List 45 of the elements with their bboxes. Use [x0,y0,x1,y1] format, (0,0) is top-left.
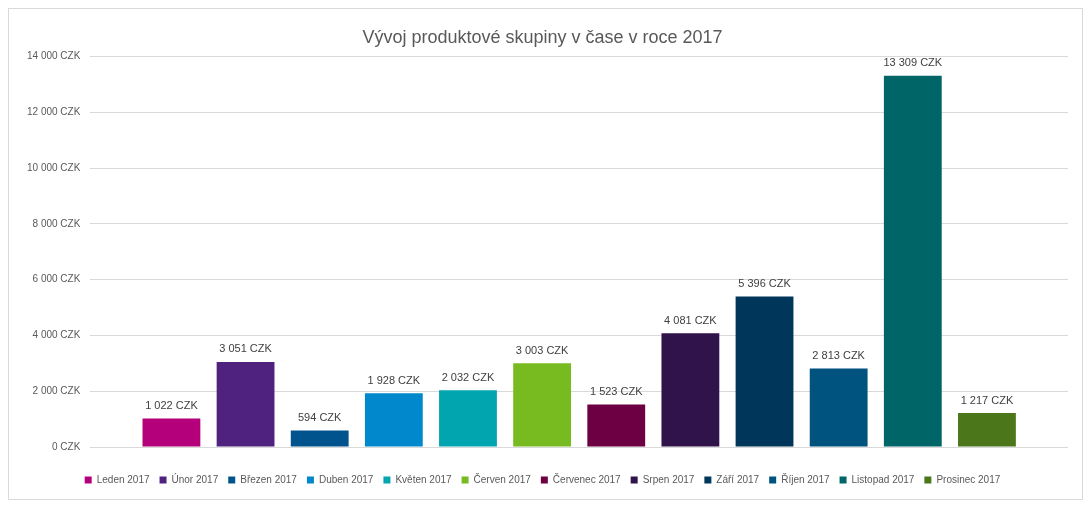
bar [883,75,942,447]
data-label: 1 928 CZK [367,373,421,386]
bar [735,296,794,447]
y-tick-label: 2 000 CZK [32,384,81,396]
bar [216,361,275,447]
data-label: 2 813 CZK [812,349,866,362]
bar [364,393,423,447]
y-tick-label: 0 CZK [52,440,81,452]
data-label: 13 309 CZK [883,56,943,69]
bar [290,430,349,447]
legend-label: Listopad 2017 [851,473,915,485]
data-label: 3 003 CZK [515,343,570,356]
chart-title: Vývoj produktové skupiny v čase v roce 2017 [362,26,723,47]
y-tick-label: 12 000 CZK [26,106,81,118]
y-tick-label: 6 000 CZK [32,273,81,285]
data-label: 3 051 CZK [219,342,273,355]
bar [661,333,720,447]
bar [513,363,572,447]
data-label: 1 523 CZK [589,385,644,398]
legend-label: Únor 2017 [171,472,219,485]
y-tick-label: 14 000 CZK [26,50,81,62]
data-label: 1 022 CZK [145,399,199,412]
y-tick-label: 8 000 CZK [32,217,81,229]
bar [587,404,646,447]
legend-label: Červenec 2017 [552,472,622,485]
data-label: 4 081 CZK [664,313,718,326]
data-label: 594 CZK [297,410,343,423]
legend-label: Říjen 2017 [781,472,830,485]
legend-label: Leden 2017 [96,473,150,485]
bar [809,368,868,447]
legend-label: Září 2017 [716,473,760,485]
data-label: 5 396 CZK [738,277,792,290]
bar [958,413,1016,447]
bar [439,390,497,447]
legend-label: Březen 2017 [240,473,298,485]
bar [142,418,201,447]
data-label: 1 217 CZK [960,393,1014,406]
legend-label: Prosinec 2017 [936,473,1001,485]
y-tick-label: 4 000 CZK [32,329,81,341]
legend-label: Květen 2017 [395,473,453,485]
legend-label: Duben 2017 [318,473,374,485]
y-tick-label: 10 000 CZK [26,161,81,173]
data-label: 2 032 CZK [441,370,495,383]
legend-label: Srpen 2017 [642,473,695,485]
legend-label: Červen 2017 [473,472,532,485]
